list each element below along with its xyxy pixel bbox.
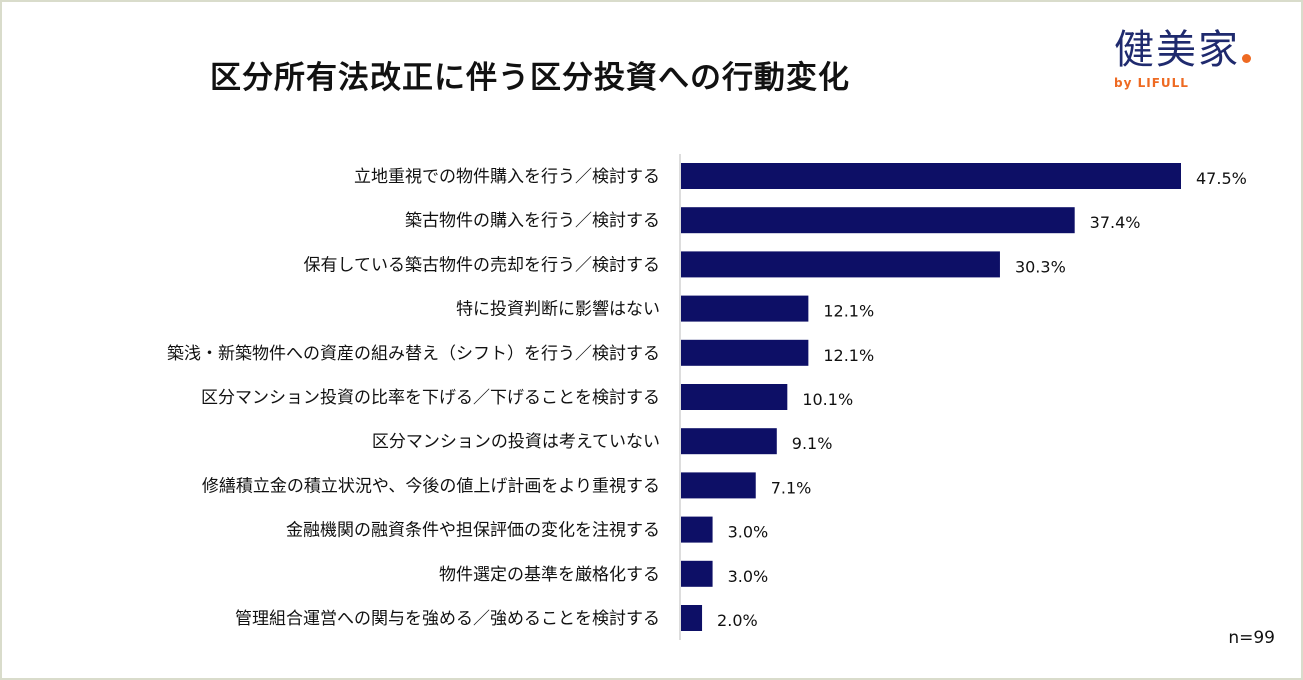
data-label: 47.5% xyxy=(1196,169,1247,188)
bar xyxy=(681,560,713,587)
category-label: 修繕積立金の積立状況や、今後の値上げ計画をより重視する xyxy=(202,476,660,496)
category-label: 特に投資判断に影響はない xyxy=(456,300,660,320)
data-label: 37.4% xyxy=(1090,213,1141,232)
logo-dot xyxy=(1242,54,1251,63)
logo-sub: by LIFULL xyxy=(1114,76,1189,90)
data-label: 12.1% xyxy=(823,302,874,321)
logo-text: 健美家 xyxy=(1114,28,1284,72)
bar xyxy=(681,163,1181,189)
category-label: 保有している築古物件の売却を行う／検討する xyxy=(304,255,661,275)
bar xyxy=(681,339,809,366)
bar xyxy=(681,516,713,543)
data-label: 3.0% xyxy=(728,523,769,542)
category-label: 築浅・新築物件への資産の組み替え（シフト）を行う／検討する xyxy=(167,344,660,364)
sample-size: n=99 xyxy=(1228,628,1275,648)
category-label: 区分マンションの投資は考えていない xyxy=(372,432,660,452)
bar xyxy=(681,207,1075,234)
bar xyxy=(681,384,788,410)
data-label: 10.1% xyxy=(802,390,853,409)
bar xyxy=(681,295,809,322)
category-label: 区分マンション投資の比率を下げる／下げることを検討する xyxy=(201,388,660,408)
chart-title: 区分所有法改正に伴う区分投資への行動変化 xyxy=(210,60,850,96)
data-label: 12.1% xyxy=(823,346,874,365)
category-label: 物件選定の基準を厳格化する xyxy=(439,565,660,585)
category-label: 金融機関の融資条件や担保評価の変化を注視する xyxy=(286,521,660,541)
category-label: 立地重視での物件購入を行う／検討する xyxy=(354,167,660,187)
bar xyxy=(681,251,1000,278)
data-label: 3.0% xyxy=(728,567,769,586)
data-label: 2.0% xyxy=(717,611,758,630)
bar xyxy=(681,472,756,499)
bar xyxy=(681,428,777,455)
logo-main-text: 健美家 xyxy=(1114,27,1240,73)
data-label: 9.1% xyxy=(792,434,833,453)
data-label: 7.1% xyxy=(771,478,812,497)
category-label: 管理組合運営への関与を強める／強めることを検討する xyxy=(235,609,660,629)
logo: 健美家 by LIFULL xyxy=(1114,28,1284,98)
data-label: 30.3% xyxy=(1015,257,1066,276)
category-label: 築古物件の購入を行う／検討する xyxy=(405,211,660,231)
bar xyxy=(681,605,703,631)
